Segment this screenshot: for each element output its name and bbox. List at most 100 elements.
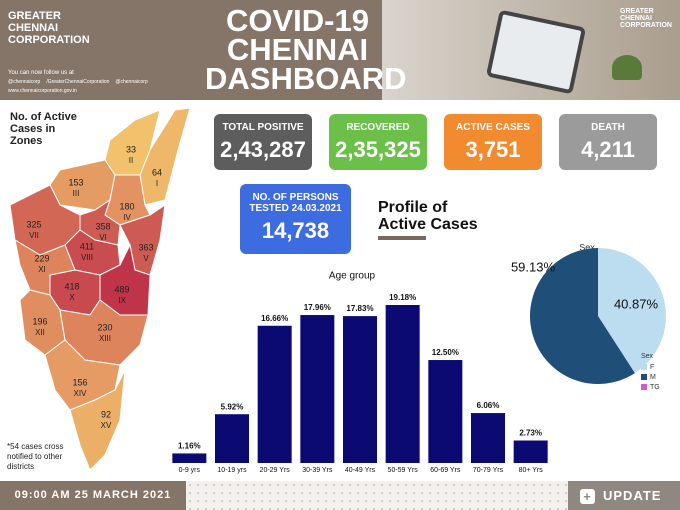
x-tick-label: 80+ Yrs (519, 467, 544, 474)
kpi-value: 3,751 (465, 137, 521, 162)
header-photo: GREATER CHENNAI CORPORATION (382, 0, 680, 100)
zone-value: 92 (101, 409, 111, 419)
zone-value: 363 (138, 242, 153, 252)
zone (14, 238, 76, 296)
value-label: 19.18% (389, 293, 416, 302)
zone-value: 196 (32, 316, 47, 326)
chart-title: Age group (329, 271, 376, 282)
zone-name: VII (29, 231, 39, 240)
title-underline (378, 236, 426, 240)
zone-value: 325 (26, 219, 41, 229)
header-band (0, 0, 382, 100)
zone-name: V (143, 254, 149, 263)
kpi-label: DEATH (591, 122, 625, 133)
zone (69, 369, 126, 471)
value-label: 16.66% (261, 314, 288, 323)
plant-icon (612, 55, 642, 80)
legend-swatch (641, 374, 647, 380)
zone-name: XI (38, 265, 46, 274)
value-label: 5.92% (221, 402, 244, 411)
x-tick-label: 40-49 Yrs (345, 467, 376, 474)
x-tick-label: 70-79 Yrs (473, 467, 504, 474)
zone-name: XII (35, 328, 45, 337)
update-button[interactable]: + UPDATE (568, 481, 680, 510)
kpi-value: 2,43,287 (220, 137, 306, 162)
zone-value: 153 (68, 177, 83, 187)
map-title: No. of Active Cases in Zones (10, 111, 90, 147)
bar (343, 316, 377, 463)
zone-name: III (73, 189, 80, 198)
value-label: 12.50% (432, 348, 459, 357)
bar (385, 305, 420, 463)
bar (513, 440, 548, 463)
kpi-value: 2,35,325 (335, 137, 421, 162)
kpi-label: RECOVERED (346, 122, 410, 133)
org-name: GREATER CHENNAI CORPORATION (8, 10, 90, 46)
zone-value: 180 (119, 201, 134, 211)
legend-swatch (641, 364, 647, 370)
zone-name: VI (99, 233, 107, 242)
zone-value: 418 (64, 281, 79, 291)
kpi-card: RECOVERED 2,35,325 (329, 114, 427, 170)
value-label: 1.16% (178, 442, 201, 451)
footer-pattern (186, 481, 568, 510)
x-tick-label: 10-19 yrs (217, 467, 247, 474)
zone-value: 489 (114, 284, 129, 294)
zone-value: 230 (97, 322, 112, 332)
zone-value: 33 (126, 144, 136, 154)
legend-label: M (650, 374, 656, 381)
zone-value: 64 (152, 167, 162, 177)
zone-name: VIII (81, 253, 93, 262)
social[interactable]: @chennaicorp (8, 79, 41, 85)
social[interactable]: /GreaterChennaiCorporation (46, 79, 110, 85)
zone-name: XIV (74, 389, 88, 398)
kpi-card: ACTIVE CASES 3,751 (444, 114, 542, 170)
zone-name: IV (123, 213, 131, 222)
main-title: COVID-19 CHENNAI DASHBOARD (205, 3, 407, 96)
social-row: @chennaicorp /GreaterChennaiCorporation … (8, 79, 148, 85)
bar (215, 414, 249, 463)
kpi-label: ACTIVE CASES (456, 122, 530, 133)
bar (428, 360, 463, 463)
bar (257, 325, 292, 463)
pie-slice (598, 248, 666, 374)
value-label: 6.06% (477, 401, 500, 410)
photo-logo: GREATER CHENNAI CORPORATION (620, 8, 672, 29)
zone-name: XIII (99, 334, 111, 343)
legend-label: TG (650, 384, 660, 391)
kpi-label: TOTAL POSITIVE (222, 122, 304, 133)
kpi-card: TOTAL POSITIVE 2,43,287 (214, 114, 312, 170)
zone-value: 229 (34, 253, 49, 263)
zone-name: XV (101, 421, 112, 430)
zone-name: II (129, 156, 133, 165)
legend-swatch (641, 384, 647, 390)
charts: 64 I 33 II 153 III 180 IV 363 V 358 VI 325 VII 411 VIII… (9, 107, 666, 474)
tested-card: NO. OF PERSONS TESTED 24.03.2021 14,738 (240, 184, 351, 254)
chart-title: Sex (579, 242, 595, 252)
website[interactable]: www.chennaicorporation.gov.in (8, 88, 77, 94)
social[interactable]: @chennaicorp (115, 79, 148, 85)
kpi-value: 4,211 (581, 137, 635, 162)
x-tick-label: 0-9 yrs (179, 467, 201, 474)
zone-name: X (69, 293, 75, 302)
profile-title: Profile of Active Cases (378, 199, 478, 233)
zone-value: 358 (95, 221, 110, 231)
tested-value: 14,738 (261, 218, 330, 243)
pie-slice (530, 248, 635, 385)
x-tick-label: 60-69 Yrs (430, 467, 461, 474)
timestamp: 09:00 AM 25 MARCH 2021 (0, 481, 186, 510)
x-tick-label: 30-39 Yrs (302, 467, 333, 474)
legend-label: F (650, 364, 654, 371)
kpi-card: DEATH 4,211 (559, 114, 657, 170)
bar (471, 413, 505, 463)
zone-name: I (156, 179, 158, 188)
zone-value: 156 (72, 377, 87, 387)
value-label: 40.87% (614, 296, 659, 311)
map-note: *54 cases cross notified to other distri… (7, 442, 64, 471)
follow-text: You can now follow us at (8, 70, 74, 76)
update-label[interactable]: UPDATE (603, 488, 662, 503)
x-tick-label: 50-59 Yrs (388, 467, 419, 474)
value-label: 59.13% (511, 259, 556, 274)
legend-title: Sex (641, 353, 654, 360)
